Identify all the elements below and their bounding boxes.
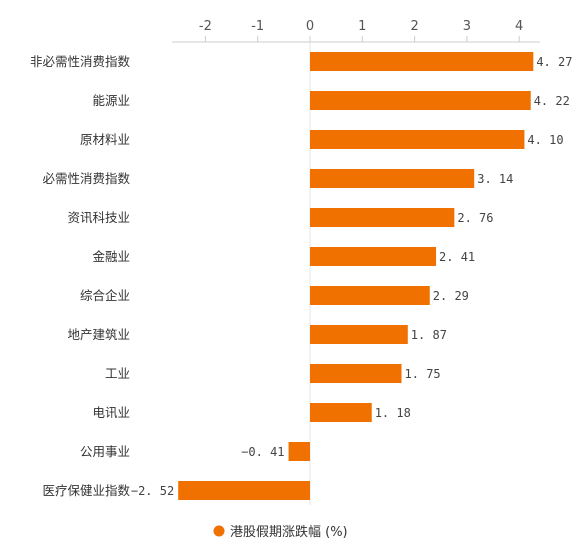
- x-tick-label: 4: [515, 19, 523, 34]
- x-tick-label: 1: [358, 19, 366, 34]
- data-label: 1. 18: [375, 406, 411, 420]
- data-label: 1. 87: [411, 328, 447, 342]
- data-label: 1. 75: [405, 367, 441, 381]
- legend-marker[interactable]: [213, 525, 225, 537]
- category-label: 地产建筑业: [67, 327, 130, 342]
- data-label: 4. 22: [534, 94, 570, 108]
- data-label: 2. 29: [433, 289, 469, 303]
- category-label: 资讯科技业: [67, 210, 130, 225]
- category-label: 电讯业: [92, 405, 130, 420]
- x-tick-label: 3: [463, 19, 471, 34]
- bar[interactable]: [310, 52, 534, 71]
- x-tick-label: 2: [410, 19, 418, 34]
- category-label: 医疗保健业指数: [42, 483, 130, 498]
- data-label: 4. 10: [527, 133, 563, 147]
- x-tick-label: 0: [306, 19, 314, 34]
- bar[interactable]: [310, 130, 525, 149]
- category-label: 金融业: [92, 249, 130, 264]
- category-label: 综合企业: [80, 288, 130, 303]
- bar[interactable]: [310, 247, 437, 266]
- bar[interactable]: [310, 208, 455, 227]
- legend-label[interactable]: 港股假期涨跌幅 (%): [230, 524, 348, 540]
- data-label: −2. 52: [131, 484, 174, 498]
- bar[interactable]: [178, 481, 310, 500]
- category-label: 工业: [105, 366, 130, 381]
- bar[interactable]: [310, 364, 402, 383]
- category-label: 必需性消费指数: [42, 171, 130, 186]
- data-label: 2. 41: [439, 250, 475, 264]
- data-label: 2. 76: [457, 211, 493, 225]
- data-label: 3. 14: [477, 172, 513, 186]
- category-label: 公用事业: [80, 444, 130, 459]
- category-label: 原材料业: [80, 132, 130, 147]
- data-label: −0. 41: [241, 445, 284, 459]
- bar[interactable]: [310, 286, 430, 305]
- x-tick-label: -1: [251, 19, 264, 34]
- bar[interactable]: [310, 325, 408, 344]
- bar[interactable]: [310, 403, 372, 422]
- bar[interactable]: [310, 91, 531, 110]
- bar[interactable]: [288, 442, 310, 461]
- category-label: 能源业: [92, 93, 130, 108]
- bar[interactable]: [310, 169, 475, 188]
- data-label: 4. 27: [536, 55, 572, 69]
- category-label: 非必需性消费指数: [30, 54, 131, 69]
- x-tick-label: -2: [199, 19, 212, 34]
